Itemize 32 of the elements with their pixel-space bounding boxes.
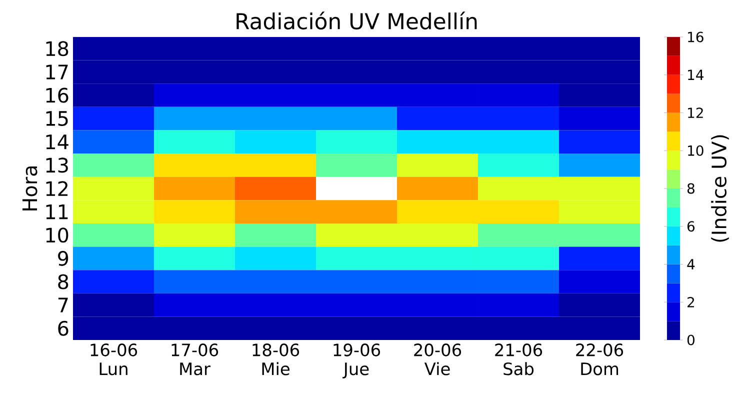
x-tick-label: 17-06 Mar xyxy=(172,344,218,376)
color-bar-label: 0 xyxy=(687,334,694,346)
x-tick-label: 22-06 Dom xyxy=(576,344,624,376)
color-bar-label: 8 xyxy=(687,183,694,194)
y-tick-label: 7 xyxy=(58,298,68,312)
color-bar-label: 12 xyxy=(688,108,703,118)
y-axis-title: Hora xyxy=(22,166,38,210)
y-tick-label: 6 xyxy=(58,320,68,336)
color-bar-label: 6 xyxy=(687,221,695,232)
y-tick-label: 14 xyxy=(46,134,68,150)
chart-title: Radiación UV Medellín xyxy=(236,12,477,30)
color-bar-label: 14 xyxy=(688,70,704,80)
y-tick-label: 15 xyxy=(46,111,68,126)
y-tick-label: 18 xyxy=(46,41,68,56)
y-tick-label: 16 xyxy=(46,88,68,103)
x-tick-label: 20-06 Vie xyxy=(414,344,462,376)
x-tick-label: 18-06 Mie xyxy=(252,344,300,376)
y-tick-label: 8 xyxy=(58,274,68,290)
color-bar-label: 4 xyxy=(687,259,695,270)
color-bar-label: 2 xyxy=(688,296,694,308)
y-tick-label: 11 xyxy=(46,204,68,220)
y-tick-label: 12 xyxy=(46,181,68,196)
y-tick-label: 9 xyxy=(58,250,68,266)
color-bar-label: 10 xyxy=(688,145,704,156)
y-tick-label: 13 xyxy=(46,158,68,173)
x-tick-label: 21-06 Sab xyxy=(495,344,542,376)
x-tick-label: 19-06 Jue xyxy=(334,344,380,378)
y-tick-label: 17 xyxy=(46,64,68,80)
y-tick-label: 10 xyxy=(46,228,68,243)
x-tick-label: 16-06 Lun xyxy=(90,344,138,376)
color-bar-title: (Indice UV) xyxy=(711,135,729,242)
color-bar-label: 16 xyxy=(688,32,704,42)
